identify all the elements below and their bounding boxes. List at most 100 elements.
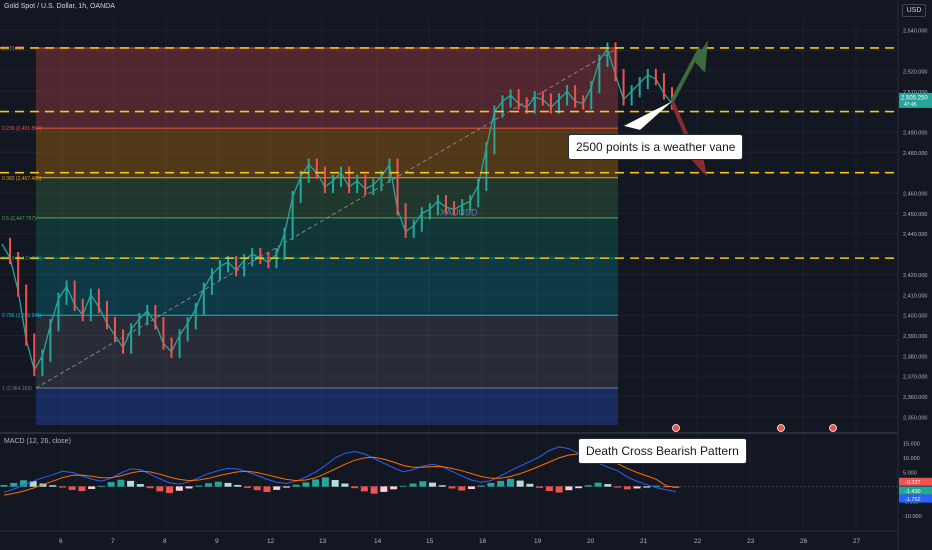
macd-histogram-bar: [253, 486, 261, 491]
macd-histogram-bar: [117, 479, 125, 487]
bullish-arrowhead: [694, 40, 708, 73]
macd-histogram-bar: [282, 486, 290, 488]
macd-histogram-bar: [68, 486, 76, 490]
macd-histogram-bar: [312, 479, 320, 487]
macd-histogram-bar: [633, 486, 641, 489]
time-tick-label: 23: [747, 538, 755, 545]
time-tick-label: 13: [319, 538, 327, 545]
price-tick-label: 2,410.000: [903, 293, 927, 299]
macd-histogram-bar: [467, 486, 475, 490]
macd-histogram-bar: [555, 486, 563, 493]
chart-title: Gold Spot / U.S. Dollar, 1h, OANDA: [4, 3, 115, 10]
price-tick-label: 2,490.000: [903, 130, 927, 136]
time-tick-label: 8: [163, 538, 167, 545]
event-marker: [777, 424, 785, 432]
symbol-watermark: XAUUSD: [440, 207, 478, 217]
macd-badge: [899, 477, 932, 486]
macd-tick-label: 5.000: [903, 470, 917, 476]
fib-zone: [36, 177, 618, 218]
macd-histogram-bar: [448, 486, 456, 489]
price-tick-label: 2,440.000: [903, 232, 927, 238]
macd-histogram-bar: [175, 486, 183, 491]
macd-histogram-bar: [477, 485, 485, 487]
macd-histogram-bar: [399, 485, 407, 487]
fib-zone: [36, 47, 618, 129]
macd-histogram-bar: [380, 486, 388, 492]
fib-label: 0.5 (2,447.757): [2, 216, 36, 222]
macd-histogram-bar: [0, 484, 8, 487]
macd-histogram-bar: [497, 480, 505, 487]
macd-histogram-bar: [292, 484, 300, 487]
macd-histogram-bar: [536, 486, 544, 488]
macd-histogram-bar: [584, 485, 592, 487]
macd-histogram-bar: [506, 478, 514, 487]
price-tick-label: 2,520.000: [903, 69, 927, 75]
time-tick-label: 22: [694, 538, 702, 545]
macd-histogram-bar: [19, 480, 27, 487]
time-tick-label: 7: [111, 538, 115, 545]
death-cross-callout: Death Cross Bearish Pattern: [578, 438, 747, 464]
macd-histogram-bar: [438, 485, 446, 487]
fib-zone: [36, 388, 618, 425]
macd-histogram-bar: [214, 481, 222, 487]
macd-histogram-bar: [351, 486, 359, 489]
macd-badge-label: -1.430: [905, 489, 921, 495]
macd-histogram-bar: [166, 486, 174, 494]
time-tick-label: 6: [59, 538, 63, 545]
macd-histogram-bar: [360, 486, 368, 492]
macd-histogram-bar: [341, 483, 349, 487]
macd-histogram-bar: [10, 482, 18, 487]
time-tick-label: 16: [479, 538, 487, 545]
time-tick-label: 27: [853, 538, 861, 545]
macd-histogram-bar: [653, 485, 661, 487]
price-tick-label: 2,400.000: [903, 314, 927, 320]
fib-label: 0.236 (2,491.894): [2, 126, 42, 132]
fib-label: 2,531.286: [2, 46, 24, 52]
macd-histogram-bar: [575, 486, 583, 489]
current-price-label: 2,505.250: [901, 95, 928, 101]
macd-histogram-bar: [127, 480, 135, 487]
fib-label: 1 (2,364.163): [2, 386, 32, 392]
fib-label: 0.382 (2,467.485): [2, 176, 42, 182]
signal-line: [3, 453, 677, 496]
time-tick-label: 9: [215, 538, 219, 545]
time-tick-label: 26: [800, 538, 808, 545]
macd-histogram-bar: [58, 486, 66, 488]
macd-histogram-bar: [49, 485, 57, 487]
macd-histogram-bar: [419, 481, 427, 487]
callout-pointer: [624, 101, 672, 130]
macd-histogram-bar: [429, 482, 437, 487]
macd-badge-label: -1.752: [905, 497, 921, 503]
time-tick-label: 19: [534, 538, 542, 545]
macd-histogram-bar: [604, 484, 612, 487]
fib-zone: [36, 258, 618, 316]
price-tick-label: 2,390.000: [903, 334, 927, 340]
bullish-arrow: [670, 47, 702, 103]
macd-histogram-bar: [88, 486, 96, 490]
current-price-badge: [899, 92, 932, 108]
macd-histogram-bar: [526, 483, 534, 487]
macd-histogram-bar: [136, 484, 144, 487]
time-tick-label: 21: [640, 538, 648, 545]
currency-button[interactable]: USD: [902, 4, 926, 17]
macd-histogram-bar: [107, 482, 115, 487]
macd-histogram-bar: [156, 486, 164, 492]
time-tick-label: 20: [587, 538, 595, 545]
macd-histogram-bar: [234, 484, 242, 487]
bearish-arrowhead: [692, 146, 707, 177]
price-axis-bg: [898, 0, 932, 550]
event-marker: [672, 424, 680, 432]
macd-histogram-bar: [78, 486, 86, 492]
event-marker: [829, 424, 837, 432]
macd-histogram-bar: [263, 486, 271, 492]
fib-label: 0.618 (2,428.000): [2, 256, 42, 262]
macd-histogram-bar: [487, 482, 495, 487]
macd-histogram-bar: [205, 483, 213, 487]
macd-badge-label: -0.327: [905, 480, 921, 486]
macd-histogram-bar: [273, 486, 281, 490]
price-tick-label: 2,420.000: [903, 273, 927, 279]
macd-histogram-bar: [390, 486, 398, 490]
time-tick-label: 15: [426, 538, 434, 545]
macd-histogram-bar: [623, 486, 631, 490]
